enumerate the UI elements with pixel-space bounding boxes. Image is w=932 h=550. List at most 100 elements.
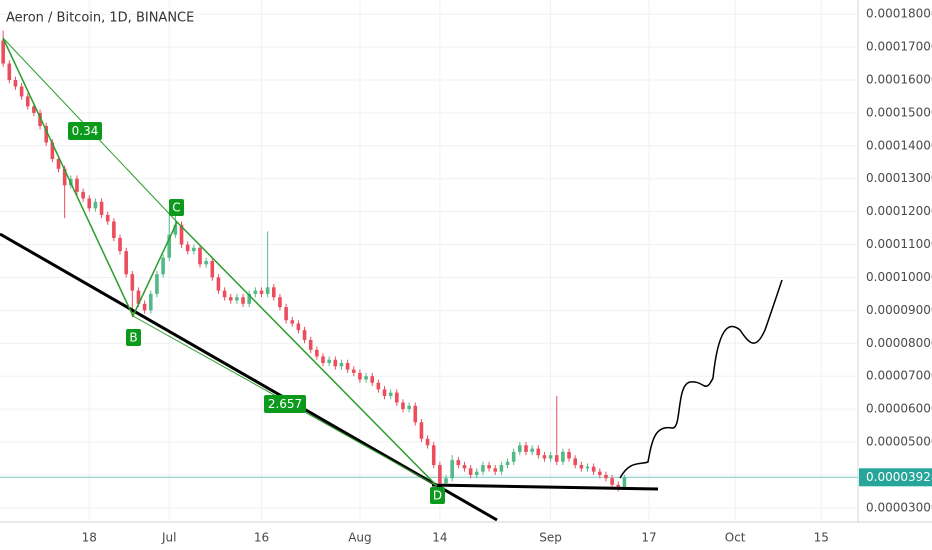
- y-tick-label: 0.00017000: [866, 40, 932, 54]
- y-tick-label: 0.00015000: [866, 105, 932, 119]
- x-tick-label: Sep: [539, 531, 562, 545]
- candle-body: [561, 451, 565, 462]
- candle-body: [505, 461, 510, 466]
- candle-body: [567, 451, 571, 459]
- candle-body: [499, 465, 504, 472]
- candle-body: [321, 356, 325, 364]
- candle-body: [308, 339, 313, 350]
- last-price-label: 0.00003928: [866, 470, 932, 484]
- candle-body: [271, 287, 276, 298]
- candle-body: [370, 376, 375, 383]
- fib-ratio: 2.657: [268, 397, 302, 411]
- x-tick-label: Oct: [725, 531, 746, 545]
- candle-body: [216, 277, 221, 291]
- candle-body: [351, 369, 356, 373]
- candle-body: [247, 293, 251, 304]
- candle-body: [173, 224, 178, 235]
- candle-body: [524, 445, 528, 452]
- candle-body: [44, 126, 49, 143]
- candle-body: [382, 389, 387, 396]
- candle-body: [25, 96, 30, 107]
- candle-body: [450, 460, 454, 479]
- candles: [1, 30, 627, 492]
- candle-body: [235, 297, 239, 301]
- candle-body: [474, 471, 479, 475]
- y-tick-label: 0.00016000: [866, 72, 932, 86]
- candle-body: [179, 224, 184, 245]
- y-tick-label: 0.00009000: [866, 303, 932, 317]
- x-tick-label: 15: [814, 531, 829, 545]
- candle-body: [339, 363, 344, 367]
- y-tick-label: 0.00011000: [866, 237, 932, 251]
- candle-body: [548, 455, 553, 459]
- point-label: D: [433, 489, 442, 503]
- candle-body: [554, 455, 559, 462]
- label-box: [264, 395, 306, 413]
- grid: [0, 0, 858, 522]
- candle-body: [327, 359, 331, 364]
- last-price-box: [859, 468, 932, 487]
- candle-body: [462, 465, 467, 469]
- candle-body: [112, 221, 116, 238]
- y-tick-label: 0.00013000: [866, 171, 932, 185]
- candle-body: [468, 468, 473, 475]
- candle-body: [511, 451, 516, 462]
- candle-body: [413, 405, 418, 423]
- candle-body: [50, 142, 55, 159]
- candle-body: [579, 465, 584, 469]
- candle-body: [622, 477, 627, 488]
- x-tick-label: Jul: [161, 531, 176, 545]
- candle-body: [530, 448, 534, 452]
- candle-body: [364, 376, 368, 380]
- candle-body: [598, 471, 602, 475]
- candle-body: [124, 251, 128, 275]
- candle-body: [148, 293, 153, 311]
- candle-body: [345, 363, 350, 370]
- candle-body: [290, 320, 295, 324]
- candle-body: [573, 458, 578, 466]
- candle-body: [401, 402, 405, 410]
- candle-body: [81, 191, 85, 199]
- candle-body: [610, 478, 614, 485]
- projection-curve: [619, 279, 783, 479]
- fib-ratio: 0.34: [72, 124, 99, 138]
- candle-body: [487, 465, 491, 469]
- candle-body: [407, 405, 411, 410]
- y-tick-label: 0.00012000: [866, 204, 932, 218]
- candle-body: [241, 297, 245, 304]
- candle-body: [259, 290, 264, 294]
- candle-body: [302, 330, 307, 340]
- candle-body: [315, 349, 319, 357]
- candle-body: [333, 359, 338, 367]
- candle-body: [161, 257, 165, 275]
- candle-body: [438, 465, 442, 484]
- x-tick-label: 18: [82, 531, 97, 545]
- x-tick-label: 14: [432, 531, 447, 545]
- candle-body: [38, 112, 42, 127]
- candle-body: [93, 201, 98, 209]
- label-box: [169, 199, 184, 216]
- candle-body: [204, 261, 208, 265]
- candle-body: [198, 247, 202, 265]
- point-label: C: [172, 201, 180, 215]
- drawing-labels: 0.34 2.657 B C D: [68, 122, 445, 504]
- y-tick-label: 0.00008000: [866, 336, 932, 350]
- candle-body: [284, 307, 288, 321]
- candle-body: [155, 274, 159, 294]
- candle-body: [228, 297, 233, 301]
- candle-body: [222, 290, 227, 298]
- label-box: [430, 487, 445, 504]
- candle-body: [87, 198, 92, 209]
- candle-body: [56, 158, 61, 169]
- candle-body: [431, 445, 436, 466]
- candle-body: [130, 274, 135, 291]
- candle-body: [13, 79, 18, 87]
- candle-body: [105, 214, 110, 222]
- candle-body: [493, 468, 498, 472]
- candle-body: [1, 40, 5, 64]
- candle-body: [19, 86, 24, 97]
- label-box: [68, 122, 102, 140]
- candle-body: [419, 422, 424, 439]
